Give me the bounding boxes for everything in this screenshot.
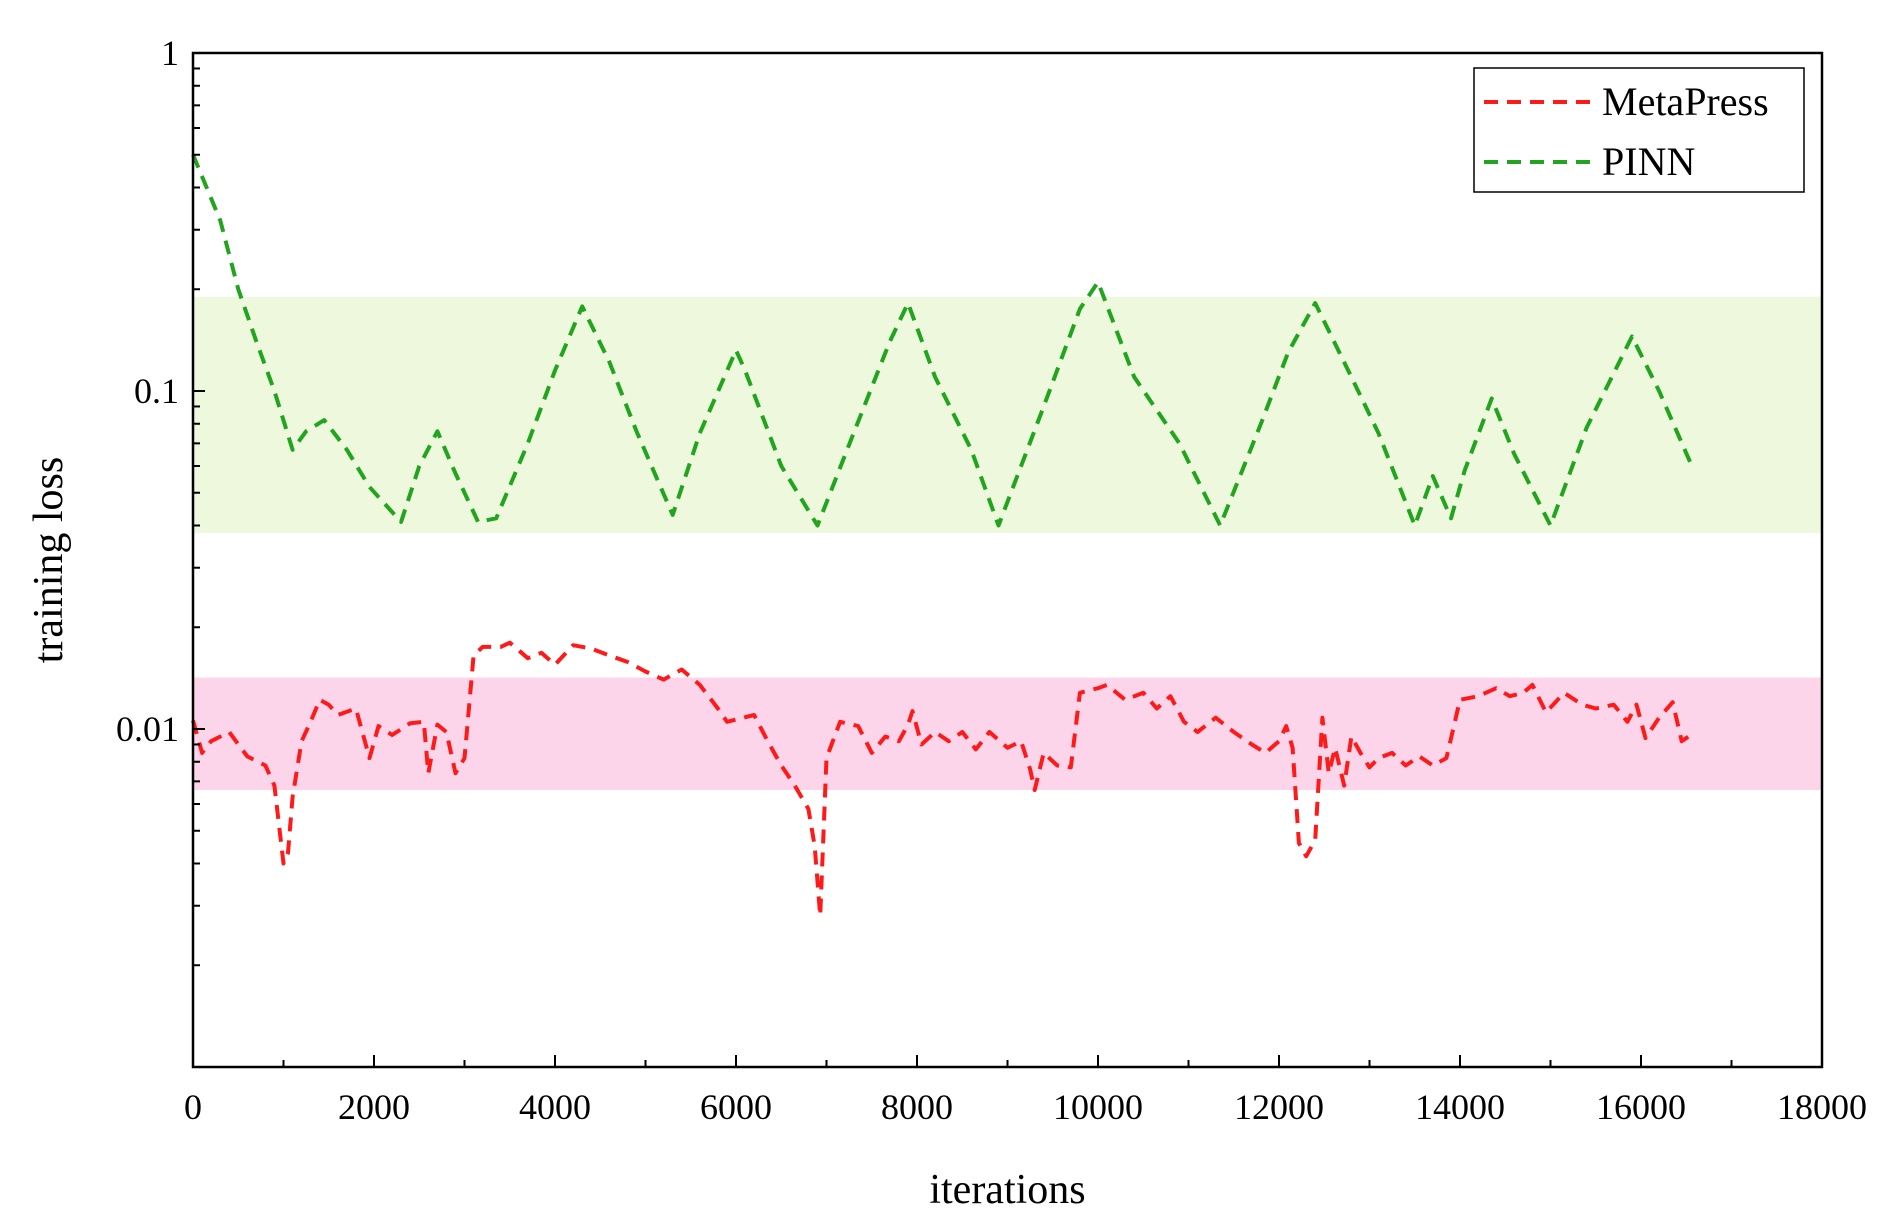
y-tick-label: 1 (161, 33, 179, 73)
series-line-metapress (191, 640, 1692, 918)
x-tick-label: 4000 (519, 1087, 591, 1127)
legend-label-metapress: MetaPress (1602, 79, 1769, 124)
series-layer (191, 153, 1693, 918)
plot-frame (191, 51, 1824, 1069)
x-tick-label: 16000 (1596, 1087, 1686, 1127)
x-tick-label: 10000 (1053, 1087, 1143, 1127)
x-tick-label: 14000 (1415, 1087, 1505, 1127)
series-line-pinn (191, 153, 1693, 528)
x-tick-label: 18000 (1777, 1087, 1867, 1127)
y-tick-label: 0.01 (116, 709, 179, 749)
x-tick-label: 6000 (700, 1087, 772, 1127)
axes-layer (191, 51, 1824, 1069)
legend-box (1473, 67, 1805, 193)
y-tick-label: 0.1 (134, 371, 179, 411)
x-tick-label: 0 (184, 1087, 202, 1127)
bands-layer (193, 296, 1822, 790)
x-tick-label: 2000 (338, 1087, 410, 1127)
x-tick-label: 12000 (1234, 1087, 1324, 1127)
band-metapress (193, 677, 1822, 790)
labels-layer: 0 2000 4000 6000 8000 10000 12000 14000 16000 180… (26, 33, 1867, 1213)
x-tick-label: 8000 (881, 1087, 953, 1127)
legend-label-pinn: PINN (1602, 139, 1695, 184)
legend: MetaPress PINN (1473, 67, 1805, 193)
y-axis-title: training loss (26, 457, 72, 664)
x-axis-title: iterations (929, 1167, 1085, 1213)
